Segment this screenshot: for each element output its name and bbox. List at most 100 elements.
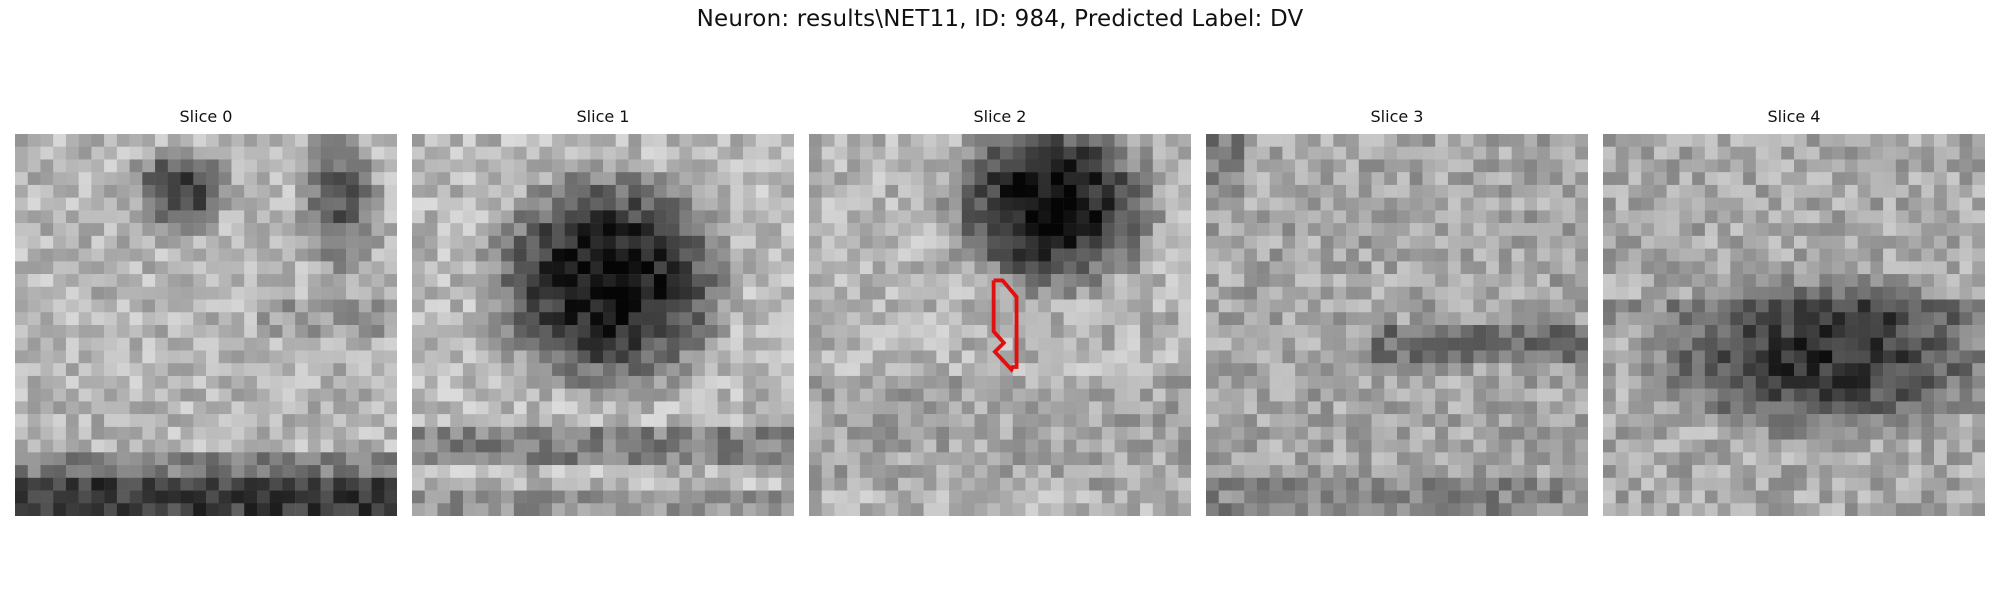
image-pixel	[1511, 299, 1525, 313]
image-pixel	[1832, 184, 1846, 198]
image-pixel	[513, 286, 527, 300]
image-pixel	[961, 363, 975, 377]
image-pixel	[1615, 197, 1629, 211]
image-pixel	[65, 465, 79, 479]
image-pixel	[898, 210, 912, 224]
image-pixel	[730, 388, 744, 402]
image-pixel	[1794, 503, 1807, 516]
image-pixel	[1165, 490, 1179, 504]
image-pixel	[384, 477, 397, 491]
image-pixel	[781, 172, 794, 186]
image-pixel	[526, 503, 540, 516]
image-pixel	[679, 375, 693, 389]
image-pixel	[1498, 286, 1512, 300]
image-pixel	[1755, 465, 1769, 479]
image-pixel	[1921, 363, 1935, 377]
image-pixel	[40, 274, 54, 288]
image-pixel	[1908, 172, 1922, 186]
image-pixel	[755, 503, 769, 516]
image-pixel	[768, 452, 782, 466]
image-pixel	[898, 363, 912, 377]
image-pixel	[1946, 490, 1960, 504]
image-pixel	[1628, 235, 1642, 249]
image-pixel	[1755, 159, 1769, 173]
image-pixel	[641, 184, 655, 198]
image-pixel	[40, 261, 54, 275]
image-pixel	[142, 350, 156, 364]
image-pixel	[821, 261, 835, 275]
image-pixel	[847, 248, 861, 262]
image-pixel	[653, 503, 667, 516]
image-pixel	[437, 350, 451, 364]
image-pixel	[898, 401, 912, 415]
image-pixel	[1282, 388, 1296, 402]
image-pixel	[1371, 248, 1385, 262]
image-pixel	[1397, 312, 1410, 326]
image-pixel	[129, 197, 143, 211]
image-pixel	[40, 439, 54, 453]
image-pixel	[1244, 414, 1258, 428]
image-pixel	[666, 414, 680, 428]
image-pixel	[1679, 146, 1693, 160]
image-pixel	[859, 477, 873, 491]
image-pixel	[1114, 414, 1128, 428]
image-pixel	[1743, 439, 1757, 453]
image-pixel	[1101, 210, 1115, 224]
image-pixel	[1755, 388, 1769, 402]
image-pixel	[1819, 401, 1833, 415]
image-pixel	[1768, 248, 1782, 262]
image-pixel	[488, 146, 502, 160]
image-pixel	[65, 490, 79, 504]
image-pixel	[1704, 312, 1718, 326]
image-pixel	[1000, 375, 1013, 389]
image-pixel	[333, 388, 347, 402]
image-pixel	[704, 197, 718, 211]
image-pixel	[987, 439, 1001, 453]
image-pixel	[1717, 223, 1731, 237]
image-pixel	[1768, 426, 1782, 440]
image-pixel	[1549, 210, 1563, 224]
image-pixel	[1883, 172, 1897, 186]
image-pixel	[1972, 197, 1985, 211]
image-pixel	[961, 414, 975, 428]
image-pixel	[603, 350, 616, 364]
image-pixel	[142, 363, 156, 377]
image-pixel	[1152, 426, 1166, 440]
image-pixel	[307, 172, 321, 186]
image-pixel	[1256, 146, 1270, 160]
image-pixel	[1165, 337, 1179, 351]
image-pixel	[193, 490, 207, 504]
image-pixel	[1549, 426, 1563, 440]
image-pixel	[1244, 210, 1258, 224]
image-pixel	[346, 388, 360, 402]
image-pixel	[40, 235, 54, 249]
image-pixel	[1012, 452, 1026, 466]
image-pixel	[1883, 325, 1897, 338]
image-pixel	[1333, 159, 1347, 173]
image-pixel	[295, 414, 309, 428]
image-pixel	[1218, 312, 1232, 326]
image-pixel	[1666, 210, 1680, 224]
image-pixel	[1921, 248, 1935, 262]
image-pixel	[1628, 223, 1642, 237]
image-pixel	[603, 223, 616, 237]
image-pixel	[1127, 363, 1141, 377]
image-pixel	[1666, 388, 1680, 402]
image-pixel	[1946, 503, 1960, 516]
image-pixel	[1244, 312, 1258, 326]
image-pixel	[1883, 274, 1897, 288]
image-pixel	[1012, 375, 1026, 389]
image-pixel	[244, 337, 258, 351]
image-pixel	[1883, 223, 1897, 237]
image-pixel	[628, 401, 642, 415]
image-pixel	[155, 375, 169, 389]
image-pixel	[552, 337, 566, 351]
image-pixel	[1218, 414, 1232, 428]
image-pixel	[1562, 439, 1576, 453]
image-pixel	[1178, 426, 1191, 440]
image-pixel	[1946, 197, 1960, 211]
image-pixel	[1140, 274, 1154, 288]
image-pixel	[1908, 248, 1922, 262]
image-pixel	[1755, 414, 1769, 428]
image-pixel	[781, 184, 794, 198]
